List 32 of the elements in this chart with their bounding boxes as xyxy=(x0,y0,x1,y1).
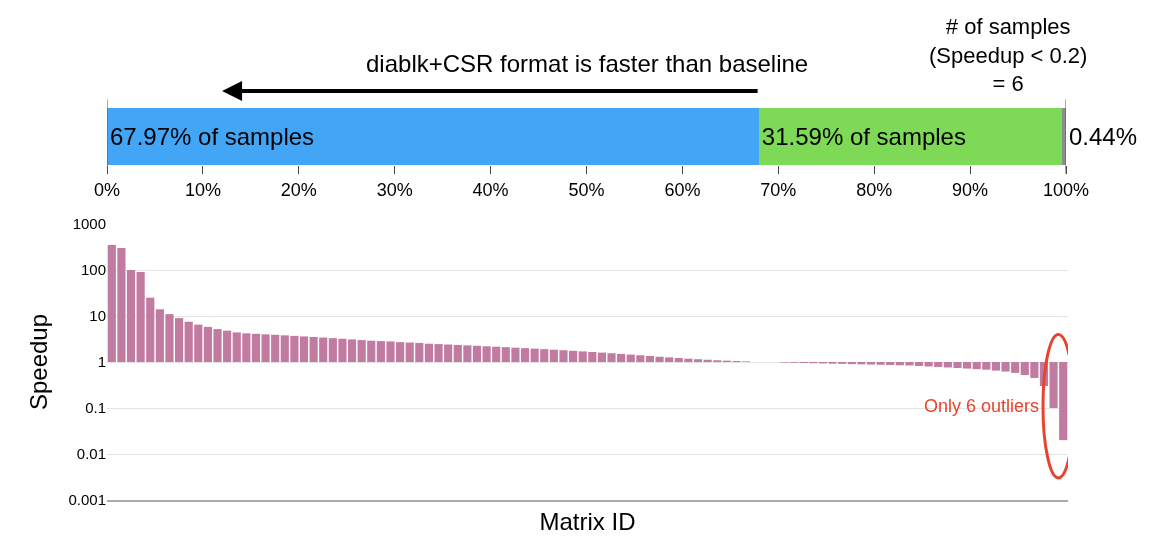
x-tick-label: 40% xyxy=(472,179,509,200)
bar xyxy=(758,108,1062,165)
y-tick-label: 1000 xyxy=(72,215,106,233)
bar xyxy=(299,336,309,362)
x-tick-label: 100% xyxy=(1042,179,1090,200)
y-tick-label: 1 xyxy=(97,353,106,371)
data-label: 31.59% of samples xyxy=(761,123,966,150)
x-tick-label: 30% xyxy=(376,179,413,200)
x-tick-label: 90% xyxy=(952,179,989,200)
y-tick-label: 0.001 xyxy=(68,491,106,509)
bar xyxy=(693,359,703,362)
text: diablk+CSR format is faster than baseline xyxy=(366,50,809,77)
bar xyxy=(866,362,876,365)
bar xyxy=(107,108,759,165)
x-tick-label: 20% xyxy=(280,179,317,200)
y-tick-label: 10 xyxy=(89,307,106,325)
y-axis-title: Speedup xyxy=(24,313,52,411)
data-label: 67.97% of samples xyxy=(110,123,315,150)
x-tick-label: 70% xyxy=(760,179,797,200)
y-tick-label: 0.1 xyxy=(85,399,106,417)
x-tick-label: 80% xyxy=(856,179,893,200)
x-axis-title: Matrix ID xyxy=(539,507,636,535)
x-tick-label: 50% xyxy=(568,179,605,200)
x-tick-label: 60% xyxy=(664,179,701,200)
y-tick-label: 0.01 xyxy=(76,445,106,463)
text: # of samples (Speedup < 0.2) = 6 xyxy=(929,14,1088,97)
x-tick-label: 10% xyxy=(184,179,221,200)
x-tick-label: 0% xyxy=(93,179,121,200)
y-tick-label: 100 xyxy=(80,261,106,279)
data-label: 0.44% xyxy=(1069,123,1138,150)
bar xyxy=(472,345,482,362)
annotation: Only 6 outliers xyxy=(924,396,1040,416)
